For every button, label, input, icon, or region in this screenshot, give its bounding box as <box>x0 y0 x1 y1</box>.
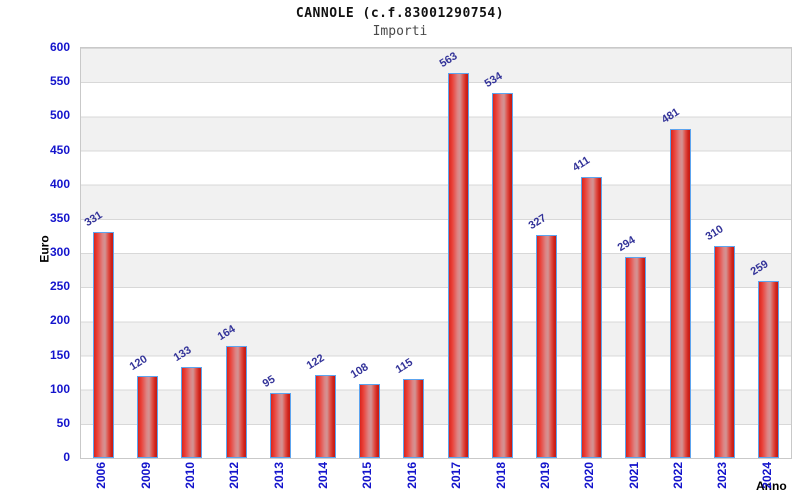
y-tick-150: 150 <box>49 347 70 362</box>
bar-2009 <box>137 376 159 458</box>
bar-value-2022: 481 <box>659 106 682 127</box>
bar-value-2018: 534 <box>482 70 505 91</box>
y-tick-300: 300 <box>49 245 70 259</box>
y-tick-350: 350 <box>49 210 70 225</box>
bar-value-2019: 327 <box>526 211 549 232</box>
chart-title: CANNOLE (c.f.83001290754) <box>295 6 505 21</box>
bar-2015 <box>358 384 380 458</box>
bar-2022 <box>669 129 691 458</box>
y-tick-100: 100 <box>49 381 70 396</box>
x-axis-label: Anno <box>756 479 787 493</box>
bar-2023 <box>713 246 735 458</box>
bar-value-2014: 122 <box>304 351 327 372</box>
x-tick-2021: 2021 <box>626 462 641 489</box>
y-tick-450: 450 <box>49 142 70 157</box>
bar-2024 <box>758 281 780 458</box>
bar-2010 <box>181 367 203 458</box>
bar-value-2024: 259 <box>748 258 771 279</box>
bar-2020 <box>580 177 602 458</box>
x-tick-2018: 2018 <box>493 462 508 489</box>
y-tick-550: 550 <box>49 74 70 89</box>
y-tick-500: 500 <box>49 108 70 123</box>
x-tick-2023: 2023 <box>715 462 730 489</box>
bar-value-2017: 563 <box>437 50 460 71</box>
x-tick-2010: 2010 <box>182 462 197 489</box>
y-tick-400: 400 <box>49 176 70 191</box>
x-tick-2022: 2022 <box>671 462 686 489</box>
bar-value-2016: 115 <box>393 356 415 377</box>
bar-2017 <box>447 73 469 458</box>
y-tick-600: 600 <box>49 40 70 54</box>
x-tick-2012: 2012 <box>227 462 242 489</box>
bar-value-2010: 133 <box>171 344 194 365</box>
x-tick-2019: 2019 <box>537 462 552 489</box>
x-tick-2006: 2006 <box>94 462 109 489</box>
x-tick-2017: 2017 <box>449 462 464 489</box>
bar-2014 <box>314 374 336 458</box>
plot-area: 331 120 133 164 95 122 108 115 563 534 327 411 294 48… <box>80 47 792 459</box>
bar-2021 <box>625 257 647 458</box>
y-tick-200: 200 <box>49 313 70 328</box>
bar-value-2013: 95 <box>260 373 278 391</box>
bar-2018 <box>492 93 514 458</box>
bar-2006 <box>92 231 114 458</box>
x-tick-2020: 2020 <box>582 462 597 489</box>
bar-value-2021: 294 <box>615 234 638 255</box>
x-tick-2024: 2024 <box>759 462 774 489</box>
bar-2013 <box>270 393 292 458</box>
bar-value-2009: 120 <box>127 353 150 373</box>
bar-value-2012: 164 <box>215 323 238 343</box>
y-tick-50: 50 <box>56 415 70 430</box>
x-tick-2013: 2013 <box>271 462 286 489</box>
bar-value-2015: 108 <box>349 361 372 382</box>
x-tick-2009: 2009 <box>138 462 153 489</box>
y-tick-0: 0 <box>63 450 70 464</box>
chart-subtitle: Importi <box>372 24 428 39</box>
bar-2012 <box>225 345 247 458</box>
bar-2019 <box>536 234 558 458</box>
bar-2016 <box>403 379 425 458</box>
bar-value-2006: 331 <box>82 208 105 229</box>
y-tick-250: 250 <box>49 279 70 294</box>
bar-value-2023: 310 <box>704 223 727 244</box>
bar-value-2020: 411 <box>570 154 593 175</box>
x-tick-2014: 2014 <box>316 462 331 489</box>
x-tick-2016: 2016 <box>404 462 419 489</box>
x-tick-2015: 2015 <box>360 462 375 489</box>
